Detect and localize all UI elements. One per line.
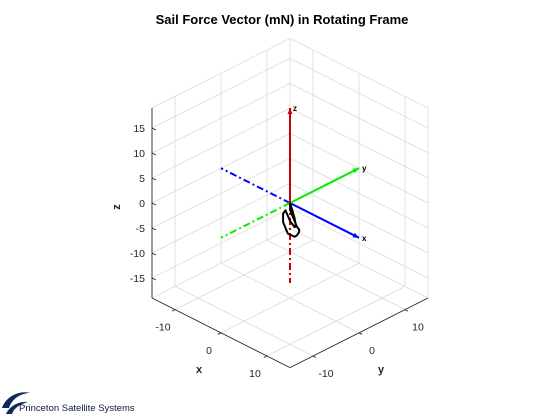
z-axis-label: z [111,204,123,210]
company-name: Princeton Satellite Systems [19,403,135,414]
vector-x [289,202,360,239]
grid-line [289,83,429,154]
company-logo: Princeton Satellite Systems [2,392,135,414]
logo-swoosh-icon [6,401,28,414]
x-tick-label: -10 [155,322,170,334]
z-tick-mark [151,277,157,281]
grid-edge [289,228,429,299]
frame-vectors: x y z [220,104,367,283]
grid [151,38,429,357]
grid-edge [151,228,291,299]
z-tick-mark [151,252,157,256]
x-tick-label: 0 [206,345,212,357]
grid-line [289,108,429,179]
vector-x-label: x [362,234,367,243]
z-tick-label: 0 [139,198,145,210]
y-tick-label: 0 [369,345,375,357]
z-tick-label: -10 [130,248,145,260]
grid-line [289,158,429,229]
x-axis-label: x [196,364,203,376]
z-tick-label: 10 [133,148,145,160]
vector-x-arrowhead [352,232,359,238]
vector-y-arrowhead [352,168,359,174]
grid-line [289,208,429,279]
tick-labels: -10 0 10 -10 0 10 -15 -10 -5 0 5 10 15 [130,123,424,380]
grid-line [220,262,360,334]
y-tick-mark [404,309,409,312]
x-tick-mark [171,309,176,312]
grid-line [151,158,291,229]
axes-box [151,108,429,369]
grid-line [174,286,314,357]
z-tick-label: -5 [136,223,145,235]
vector-x-negative [220,167,291,204]
z-tick-label: 15 [133,123,145,135]
z-tick-label: 5 [139,173,145,185]
y-tick-mark [358,332,363,335]
chart-title: Sail Force Vector (mN) in Rotating Frame [156,12,409,27]
grid-line [151,108,291,179]
grid-line [151,58,291,129]
z-tick-mark [151,152,157,156]
x-tick-mark [217,332,222,335]
vector-y-negative [220,202,291,239]
x-tick-label: 10 [249,368,261,380]
grid-line [289,58,429,129]
z-tick-mark [151,227,157,231]
grid-line [151,183,291,254]
y-axis-label: y [378,364,385,376]
logo-swoosh-icon [2,392,30,408]
y-tick-mark [312,355,317,358]
y-tick-label: -10 [318,368,333,380]
vector-z-label: z [293,104,297,113]
force-curve [282,202,301,238]
z-tick-mark [151,202,157,206]
vector-y [289,167,360,204]
grid-line [151,208,291,279]
x-tick-mark [263,355,268,358]
z-tick-mark [151,177,157,181]
z-tick-mark [151,127,157,131]
grid-line [151,83,291,154]
vector-z-arrowhead [287,108,293,114]
grid-edge [151,38,291,109]
z-tick-label: -15 [130,273,145,285]
grid-edge [289,38,429,109]
grid-line [289,183,429,254]
y-tick-label: 10 [412,322,424,334]
vector-y-label: y [362,164,367,173]
